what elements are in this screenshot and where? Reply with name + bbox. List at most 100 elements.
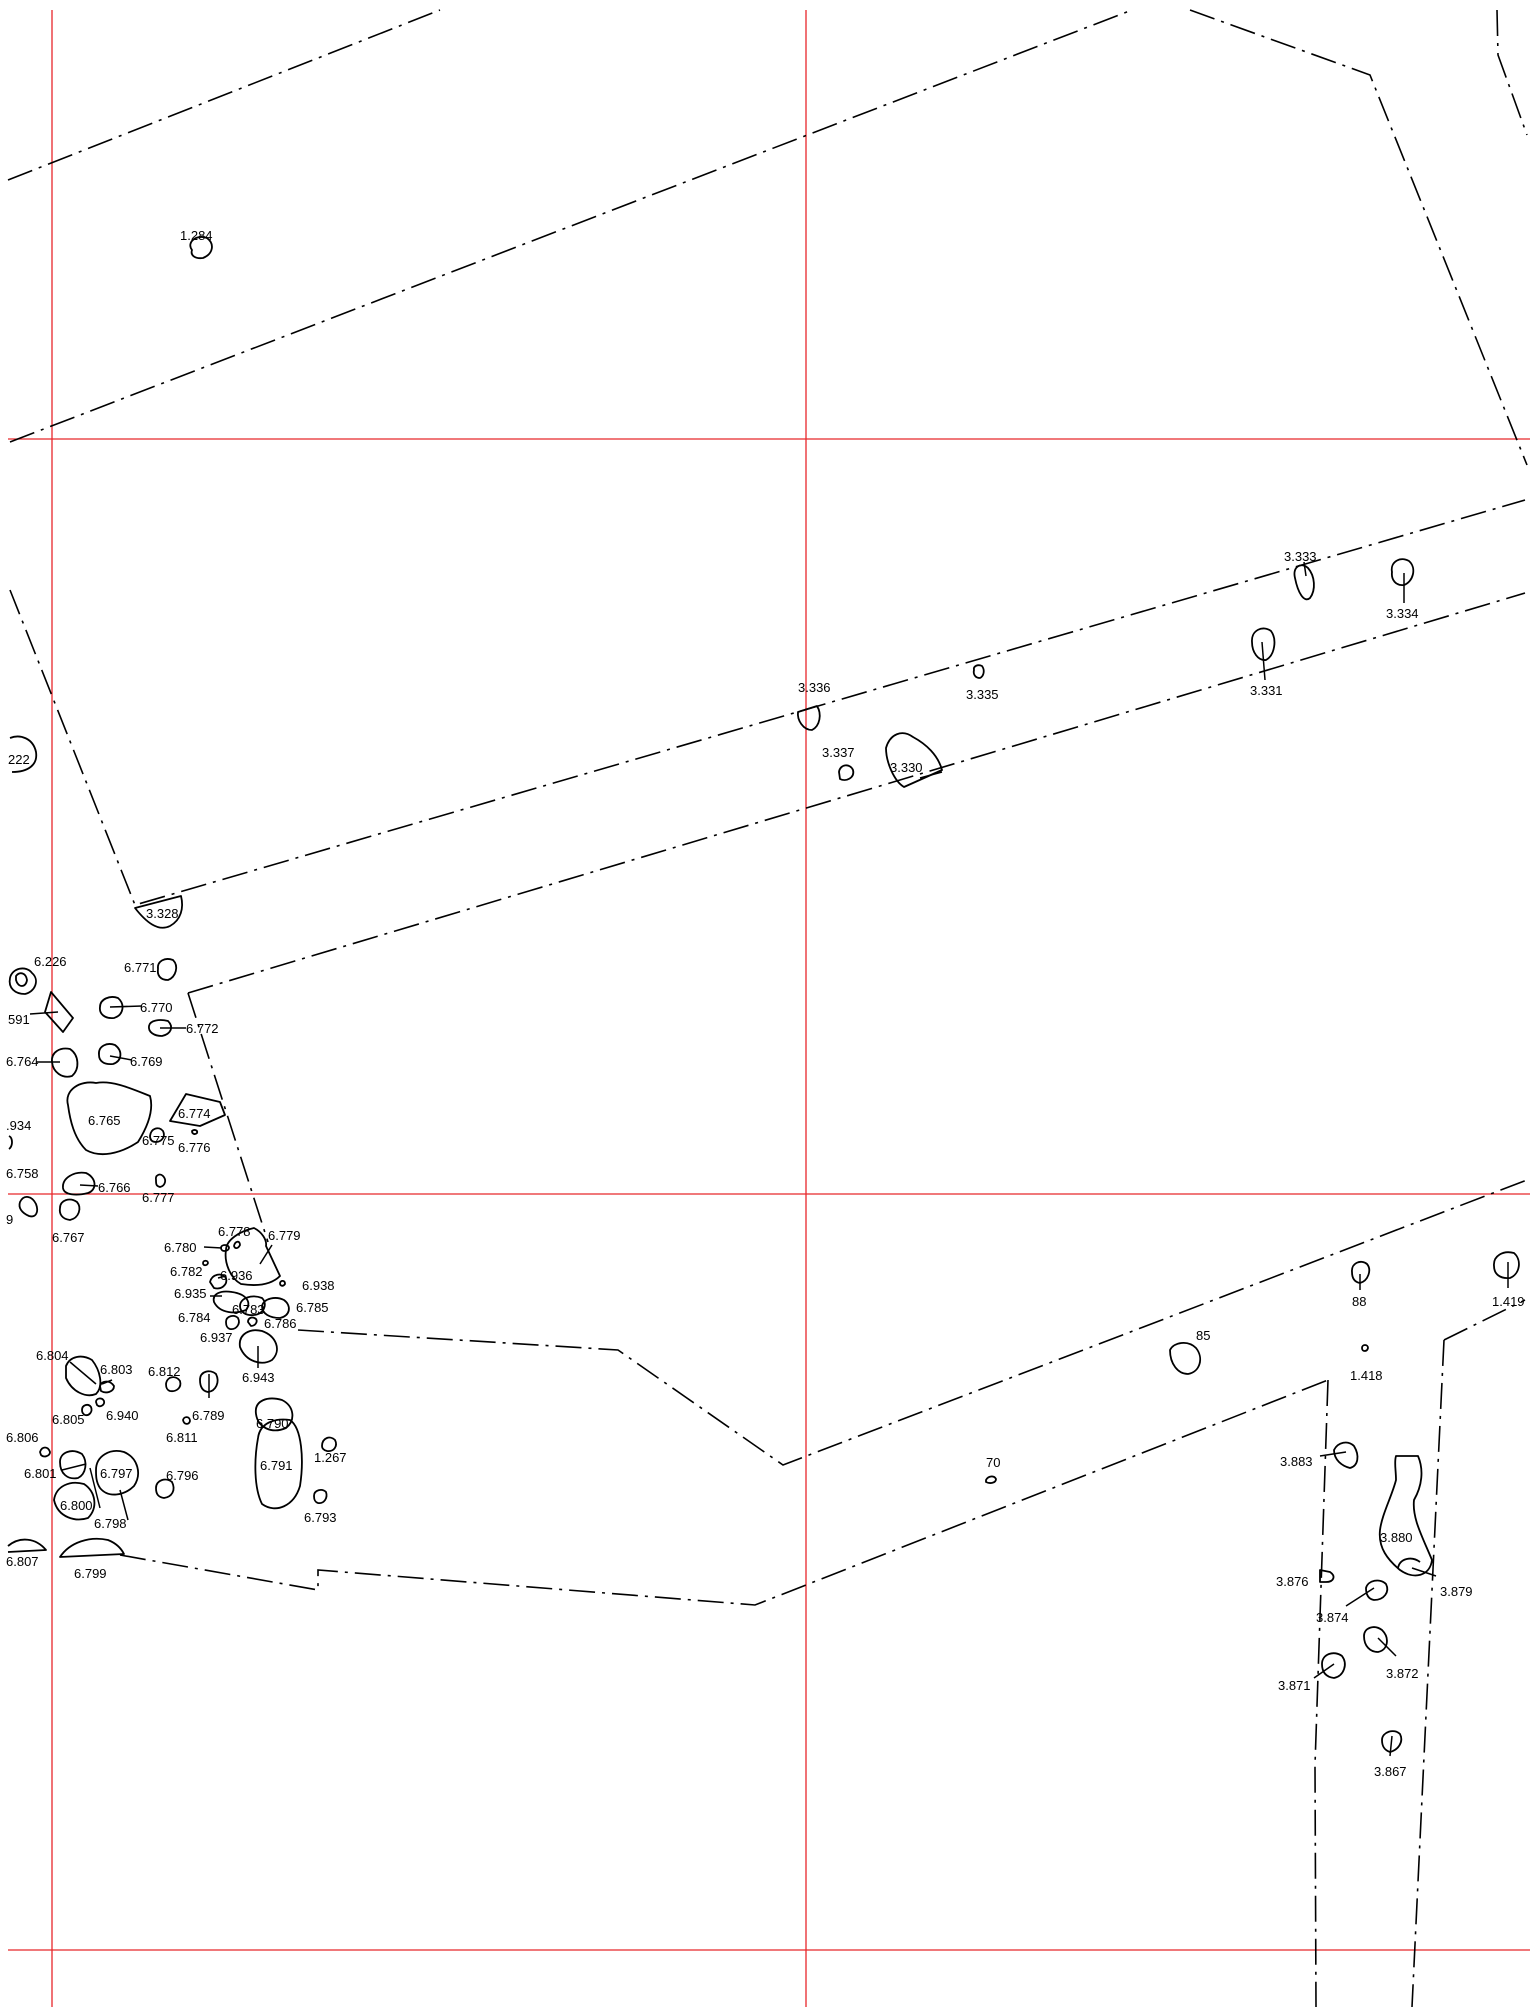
cut-line-east-channel-e (1443, 1299, 1526, 1341)
feature-3335 (972, 664, 985, 679)
feature-222 (9, 735, 38, 773)
feature-1418 (1361, 1344, 1369, 1352)
feature-6807 (7, 1538, 47, 1553)
context-label: 6.807 (6, 1554, 39, 1569)
cut-line-top-a (7, 9, 441, 181)
feature-6936 (209, 1273, 228, 1290)
context-label: 591 (8, 1012, 30, 1027)
feature-6767 (58, 1198, 81, 1221)
context-label: 6.935 (174, 1286, 207, 1301)
context-label: 3.867 (1374, 1764, 1407, 1779)
leader-3874 (1345, 1587, 1375, 1607)
context-label: 6.798 (94, 1516, 127, 1531)
cut-line-trench-upper (9, 499, 1526, 906)
feature-6779 (224, 1227, 281, 1286)
feature-1284 (189, 236, 213, 260)
leader-591 (29, 1011, 59, 1015)
context-label: 1.418 (1350, 1368, 1383, 1383)
leader-6936 (217, 1275, 227, 1279)
feature-6799 (59, 1537, 125, 1558)
context-label: 6.796 (166, 1468, 199, 1483)
feature-6782 (202, 1259, 209, 1267)
context-label: 6.784 (178, 1310, 211, 1325)
context-label: 6.774 (178, 1106, 211, 1121)
feature-3871 (1321, 1652, 1346, 1679)
feature-1267 (321, 1436, 337, 1452)
context-label: 6.806 (6, 1430, 39, 1445)
leader-3330 (919, 771, 943, 779)
feature-6943 (238, 1329, 278, 1364)
feature-934 (8, 1135, 13, 1150)
context-label: 6.937 (200, 1330, 233, 1345)
context-label: 70 (986, 1455, 1000, 1470)
feature-3880 (1378, 1455, 1433, 1577)
cut-line-top-c (1189, 9, 1528, 466)
cut-line-top-b (9, 9, 1133, 443)
feature-3872 (1363, 1626, 1388, 1653)
feature-3876 (1319, 1569, 1335, 1583)
feature-6783 (239, 1295, 266, 1317)
feature-6806 (39, 1446, 51, 1458)
feature-1419 (1493, 1251, 1520, 1279)
leader-3331 (1261, 641, 1266, 681)
context-label: 3.883 (1280, 1454, 1313, 1469)
context-label: .934 (6, 1118, 31, 1133)
context-label: 6.797 (100, 1466, 133, 1481)
leader-6780 (203, 1246, 223, 1249)
feature-85 (1169, 1342, 1202, 1375)
context-label: 6.801 (24, 1466, 57, 1481)
feature-6803 (99, 1380, 115, 1394)
context-label: 6.793 (304, 1510, 337, 1525)
context-label: 85 (1196, 1328, 1210, 1343)
feature-6764 (51, 1047, 79, 1078)
feature-3336 (797, 705, 821, 731)
feature-6772 (148, 1019, 173, 1037)
context-label: 6.940 (106, 1408, 139, 1423)
context-label: 3.876 (1276, 1574, 1309, 1589)
leader-6770 (109, 1005, 143, 1008)
context-label: 6.811 (166, 1430, 198, 1445)
feature-6758 (18, 1196, 39, 1218)
feature-591 (44, 991, 74, 1033)
leader-6798b (119, 1489, 129, 1521)
context-label: 6.776 (178, 1140, 211, 1155)
context-label: 9 (6, 1212, 13, 1227)
feature-6770 (99, 996, 124, 1020)
feature-3883 (1333, 1441, 1359, 1469)
context-label: 6.785 (296, 1300, 329, 1315)
context-label: 6.775 (142, 1133, 175, 1148)
context-label: 6.780 (164, 1240, 197, 1255)
feature-6804 (65, 1355, 102, 1397)
context-label: 3.335 (966, 687, 999, 702)
feature-6790 (255, 1397, 294, 1432)
leader-6766 (79, 1184, 99, 1187)
context-label: 6.769 (130, 1054, 163, 1069)
leader-6803 (101, 1379, 113, 1385)
cut-line-trench-lower (187, 592, 1526, 994)
context-label: 3.336 (798, 680, 831, 695)
context-label: 1.284 (180, 228, 213, 243)
leader-3333 (1303, 561, 1307, 577)
context-label: 6.938 (302, 1278, 335, 1293)
feature-6793 (313, 1489, 328, 1504)
context-label: 6.812 (148, 1364, 181, 1379)
leader-6779 (259, 1244, 273, 1265)
feature-6784 (225, 1315, 240, 1330)
feature-6812 (165, 1376, 182, 1393)
feature-6780 (220, 1244, 230, 1252)
context-label: 6.782 (170, 1264, 203, 1279)
leader-3867 (1389, 1735, 1393, 1757)
feature-6226 (8, 967, 37, 995)
leader-6804 (69, 1361, 97, 1385)
feature-6801 (59, 1450, 87, 1480)
feature-6765 (66, 1081, 153, 1156)
feature-3337 (838, 764, 855, 781)
leader-3872 (1377, 1637, 1397, 1657)
context-label: 6.799 (74, 1566, 107, 1581)
context-label: 3.872 (1386, 1666, 1419, 1681)
features (7, 236, 1520, 1753)
context-label: 6.764 (6, 1054, 39, 1069)
context-label: 6.767 (52, 1230, 85, 1245)
feature-6800 (53, 1481, 96, 1521)
